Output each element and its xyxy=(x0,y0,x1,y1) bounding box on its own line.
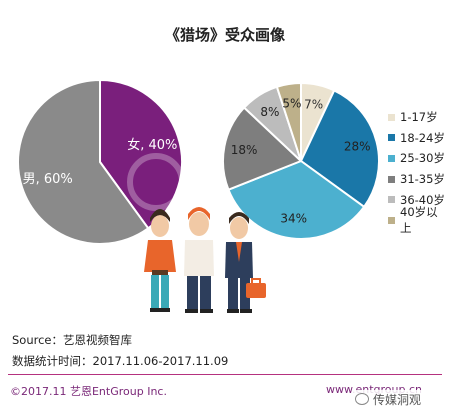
age-pie: 7% 28% 34% 18% 8%5% xyxy=(222,81,380,240)
legend-swatch xyxy=(388,175,395,183)
stats-period-line: 数据统计时间：2017.11.06-2017.11.09 xyxy=(12,354,229,368)
gender-pie: 女, 40% 男, 60% xyxy=(17,78,183,245)
age-legend: 1-17岁 18-24岁 25-30岁 31-35岁 36-40岁 40岁以上 xyxy=(388,107,448,235)
gender-slice-label: 女, 40% xyxy=(127,137,177,153)
legend-swatch xyxy=(388,216,395,224)
age-slice xyxy=(275,81,302,162)
wechat-watermark: 传媒洞观 xyxy=(352,390,425,409)
age-slice-label: 28% xyxy=(344,140,371,154)
legend-swatch xyxy=(388,154,395,162)
businessman-figure xyxy=(225,212,266,313)
gender-slice-label: 男, 60% xyxy=(23,172,73,187)
age-slice-label: 5% xyxy=(282,97,301,111)
legend-item: 40岁以上 xyxy=(388,205,448,235)
age-slice xyxy=(299,89,380,209)
age-slice-label: 8% xyxy=(260,105,279,119)
legend-item: 31-35岁 xyxy=(388,169,448,190)
legend-item: 1-17岁 xyxy=(388,107,448,128)
gender-slice xyxy=(99,78,183,230)
age-slice-label: 7% xyxy=(304,97,323,111)
age-slice-label: 34% xyxy=(280,212,307,226)
chart-title: 《猎场》受众画像 xyxy=(164,26,285,44)
people-illustration xyxy=(144,207,266,313)
age-slice xyxy=(222,106,303,192)
man-figure xyxy=(184,207,214,313)
legend-swatch xyxy=(388,196,395,204)
age-slice-label: 18% xyxy=(231,143,258,157)
legend-swatch xyxy=(388,113,395,121)
source-note: Source：艺恩视频智库 数据统计时间：2017.11.06-2017.11.… xyxy=(12,330,228,372)
legend-item: 25-30岁 xyxy=(388,148,448,169)
footer-copyright: ©2017.11 艺恩EntGroup Inc. xyxy=(10,385,167,398)
wechat-icon xyxy=(355,393,369,405)
legend-item: 18-24岁 xyxy=(388,128,448,149)
woman-figure xyxy=(144,209,176,312)
age-slice xyxy=(227,159,366,240)
legend-item: 36-40岁 xyxy=(388,189,448,210)
legend-swatch xyxy=(388,134,395,142)
gender-slice xyxy=(17,78,150,245)
briefcase-icon xyxy=(246,283,266,298)
source-line: Source：艺恩视频智库 xyxy=(12,333,132,347)
footer-divider xyxy=(8,374,442,375)
